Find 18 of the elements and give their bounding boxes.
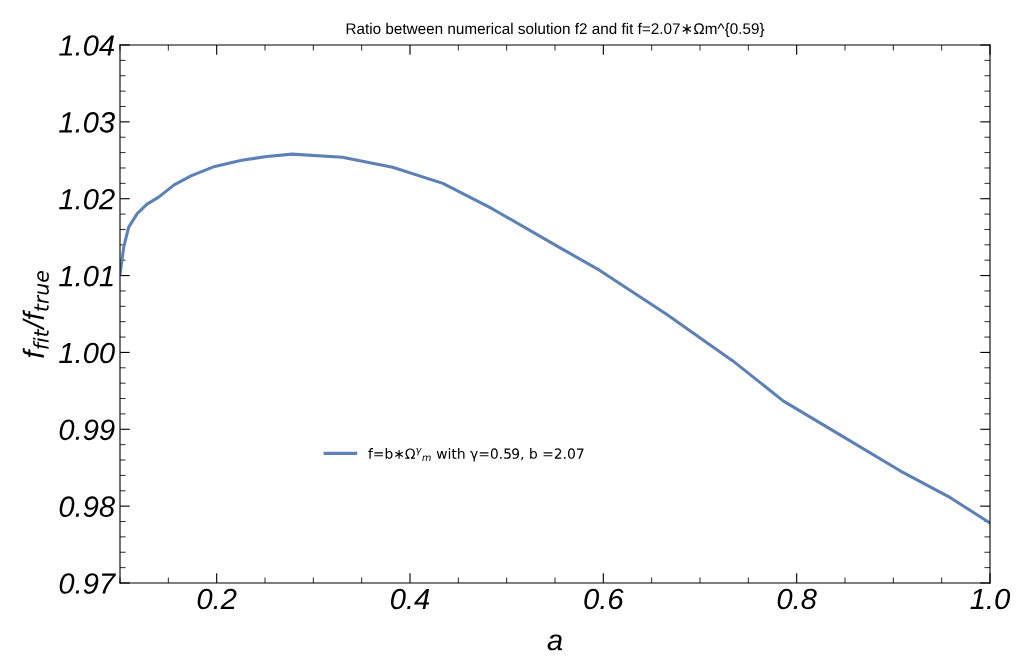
y-tick-label: 0.99 (59, 419, 115, 441)
x-tick-label: 0.2 (197, 588, 237, 610)
line-series (120, 152, 990, 525)
y-tick-label: 1.01 (59, 265, 113, 287)
y-tick-label: 1.04 (59, 35, 115, 56)
x-tick-label: 0.6 (584, 588, 624, 610)
y-tick-label: 1.03 (59, 112, 115, 133)
x-tick-label: 1.0 (970, 588, 1011, 610)
chart-title: Ratio between numerical solution f2 and fit f=2.07∗Ωm^{0.59} (346, 22, 765, 38)
y-tick-label: 1.00 (59, 342, 115, 364)
x-axis-title: a (547, 634, 563, 651)
y-tick-label: 1.02 (59, 188, 115, 210)
x-tick-label: 0.8 (777, 588, 817, 610)
y-tick-label: 0.98 (59, 496, 115, 517)
x-tick-label: 0.4 (391, 588, 430, 610)
legend-label: f=b∗Ω$^{γ}$$_{m}$ with γ=0.59, b =2.07 (368, 448, 584, 462)
y-tick-label: 0.97 (59, 573, 117, 594)
y-axis-title: f$_{fit}$/f$_{true}$ (22, 271, 49, 358)
